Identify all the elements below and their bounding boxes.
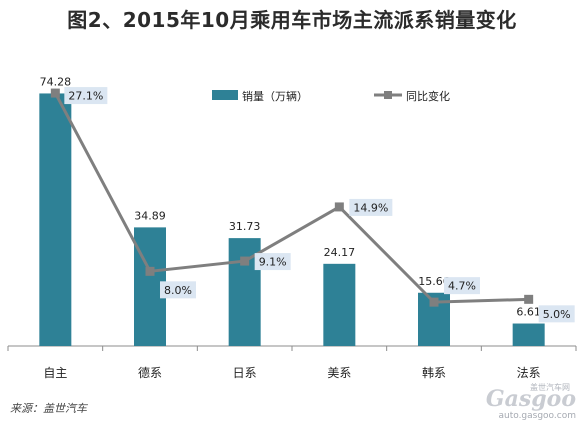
bar	[512, 323, 545, 346]
x-tick-label: 日系	[233, 366, 257, 380]
legend-label-bar: 销量（万辆）	[242, 89, 308, 103]
x-tick-label: 美系	[327, 366, 351, 380]
x-tick-label: 韩系	[422, 365, 446, 380]
line-marker	[334, 202, 344, 212]
line-marker	[50, 88, 60, 98]
chart-title: 图2、2015年10月乘用车市场主流派系销量变化	[67, 8, 517, 32]
bar-value-label: 31.73	[229, 220, 261, 233]
line-value-label-bg	[254, 253, 291, 271]
legend-label-line: 同比变化	[406, 89, 450, 103]
line-value-label-bg	[538, 305, 575, 323]
line-marker	[145, 266, 155, 276]
line-value-label: 4.7%	[448, 280, 476, 293]
legend-swatch-bar	[212, 90, 238, 100]
source-note: 来源：盖世汽车	[10, 402, 87, 415]
bar-value-label: 6.61	[516, 306, 541, 319]
bar-value-label: 24.17	[324, 246, 356, 259]
line-value-label: 8.0%	[164, 284, 192, 297]
bar	[323, 263, 356, 346]
line-value-label: 14.9%	[353, 201, 388, 214]
line-series	[54, 92, 529, 304]
bar-value-label: 34.89	[134, 209, 166, 222]
line-marker	[240, 256, 250, 266]
line-marker	[524, 294, 534, 304]
line-value-label: 27.1%	[68, 90, 103, 103]
line-value-label-bg	[349, 198, 393, 216]
line-value-label: 9.1%	[259, 256, 287, 269]
line-value-label-bg	[444, 277, 480, 295]
bar-value-label: 15.66	[418, 275, 450, 288]
logo-brand-text: Gasgoo	[485, 386, 576, 412]
line-value-label-bg	[64, 87, 108, 105]
bar	[39, 93, 72, 346]
logo-cn-text: 盖世汽车网	[530, 383, 570, 392]
line-value-label-bg	[160, 281, 196, 299]
x-tick-label: 法系	[517, 366, 541, 380]
x-tick-label: 德系	[138, 365, 162, 380]
line-value-label: 5.0%	[543, 308, 571, 321]
legend-swatch-marker	[384, 91, 392, 99]
logo-url-text: auto.gasgoo.com	[498, 411, 576, 421]
gasgoo-logo: 盖世汽车网 Gasgoo auto.gasgoo.com	[486, 382, 578, 422]
line-marker	[429, 297, 439, 307]
bar-value-label: 74.28	[40, 75, 72, 88]
x-tick-label: 自主	[43, 366, 67, 380]
